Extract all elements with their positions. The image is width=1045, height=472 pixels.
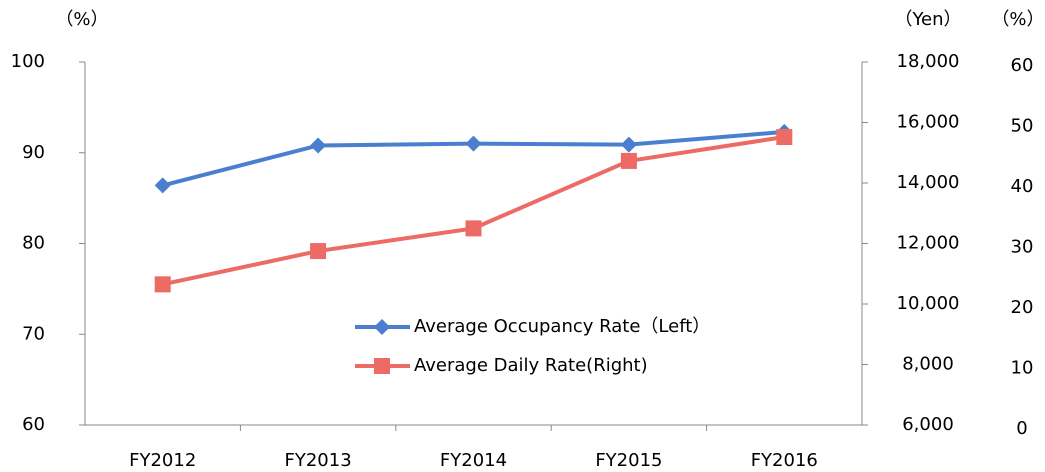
- series-line: [162, 135, 785, 287]
- point: [310, 243, 327, 260]
- y-tick-label: 100: [11, 51, 45, 72]
- legend-label: Average Occupancy Rate（Left）: [414, 316, 710, 337]
- x-tick-label: FY2015: [595, 450, 662, 471]
- point: [465, 135, 482, 152]
- x-tick-label: FY2016: [751, 450, 818, 471]
- y2-tick-label: 18,000: [897, 51, 960, 72]
- y-tick-label: 70: [22, 323, 45, 344]
- y3-tick-label: 40: [1011, 176, 1034, 197]
- y-axis-label: （%）: [55, 9, 108, 30]
- point: [620, 136, 637, 153]
- y2-tick-label: 14,000: [897, 172, 960, 193]
- point: [465, 220, 482, 237]
- y3-axis-label: （%）: [991, 9, 1044, 30]
- y-tick-label: 90: [22, 142, 45, 163]
- y3-tick-label: 60: [1011, 55, 1034, 76]
- y2-tick-label: 10,000: [897, 293, 960, 314]
- y2-axis-label: （Yen）: [894, 9, 961, 30]
- y3-tick-label: 10: [1011, 358, 1034, 379]
- legend-label: Average Daily Rate(Right): [414, 355, 648, 376]
- y3-tick-label: 50: [1011, 116, 1034, 137]
- y2-tick-label: 8,000: [902, 354, 954, 375]
- y-tick-label: 60: [22, 414, 45, 435]
- y-tick-label: 80: [22, 233, 45, 254]
- point: [310, 137, 327, 154]
- point: [154, 276, 171, 293]
- y2-tick-label: 16,000: [897, 112, 960, 133]
- point: [374, 319, 390, 335]
- y2-tick-label: 12,000: [897, 233, 960, 254]
- y3-tick-label: 20: [1011, 297, 1034, 318]
- y3-tick-label: 30: [1011, 237, 1034, 258]
- x-tick-label: FY2012: [129, 450, 196, 471]
- x-tick-label: FY2014: [440, 450, 507, 471]
- point: [776, 129, 793, 146]
- x-tick-label: FY2013: [285, 450, 352, 471]
- point: [374, 358, 390, 374]
- point: [620, 152, 637, 169]
- y2-tick-label: 6,000: [902, 414, 954, 435]
- point: [154, 177, 171, 194]
- y3-tick-label: 0: [1016, 418, 1027, 439]
